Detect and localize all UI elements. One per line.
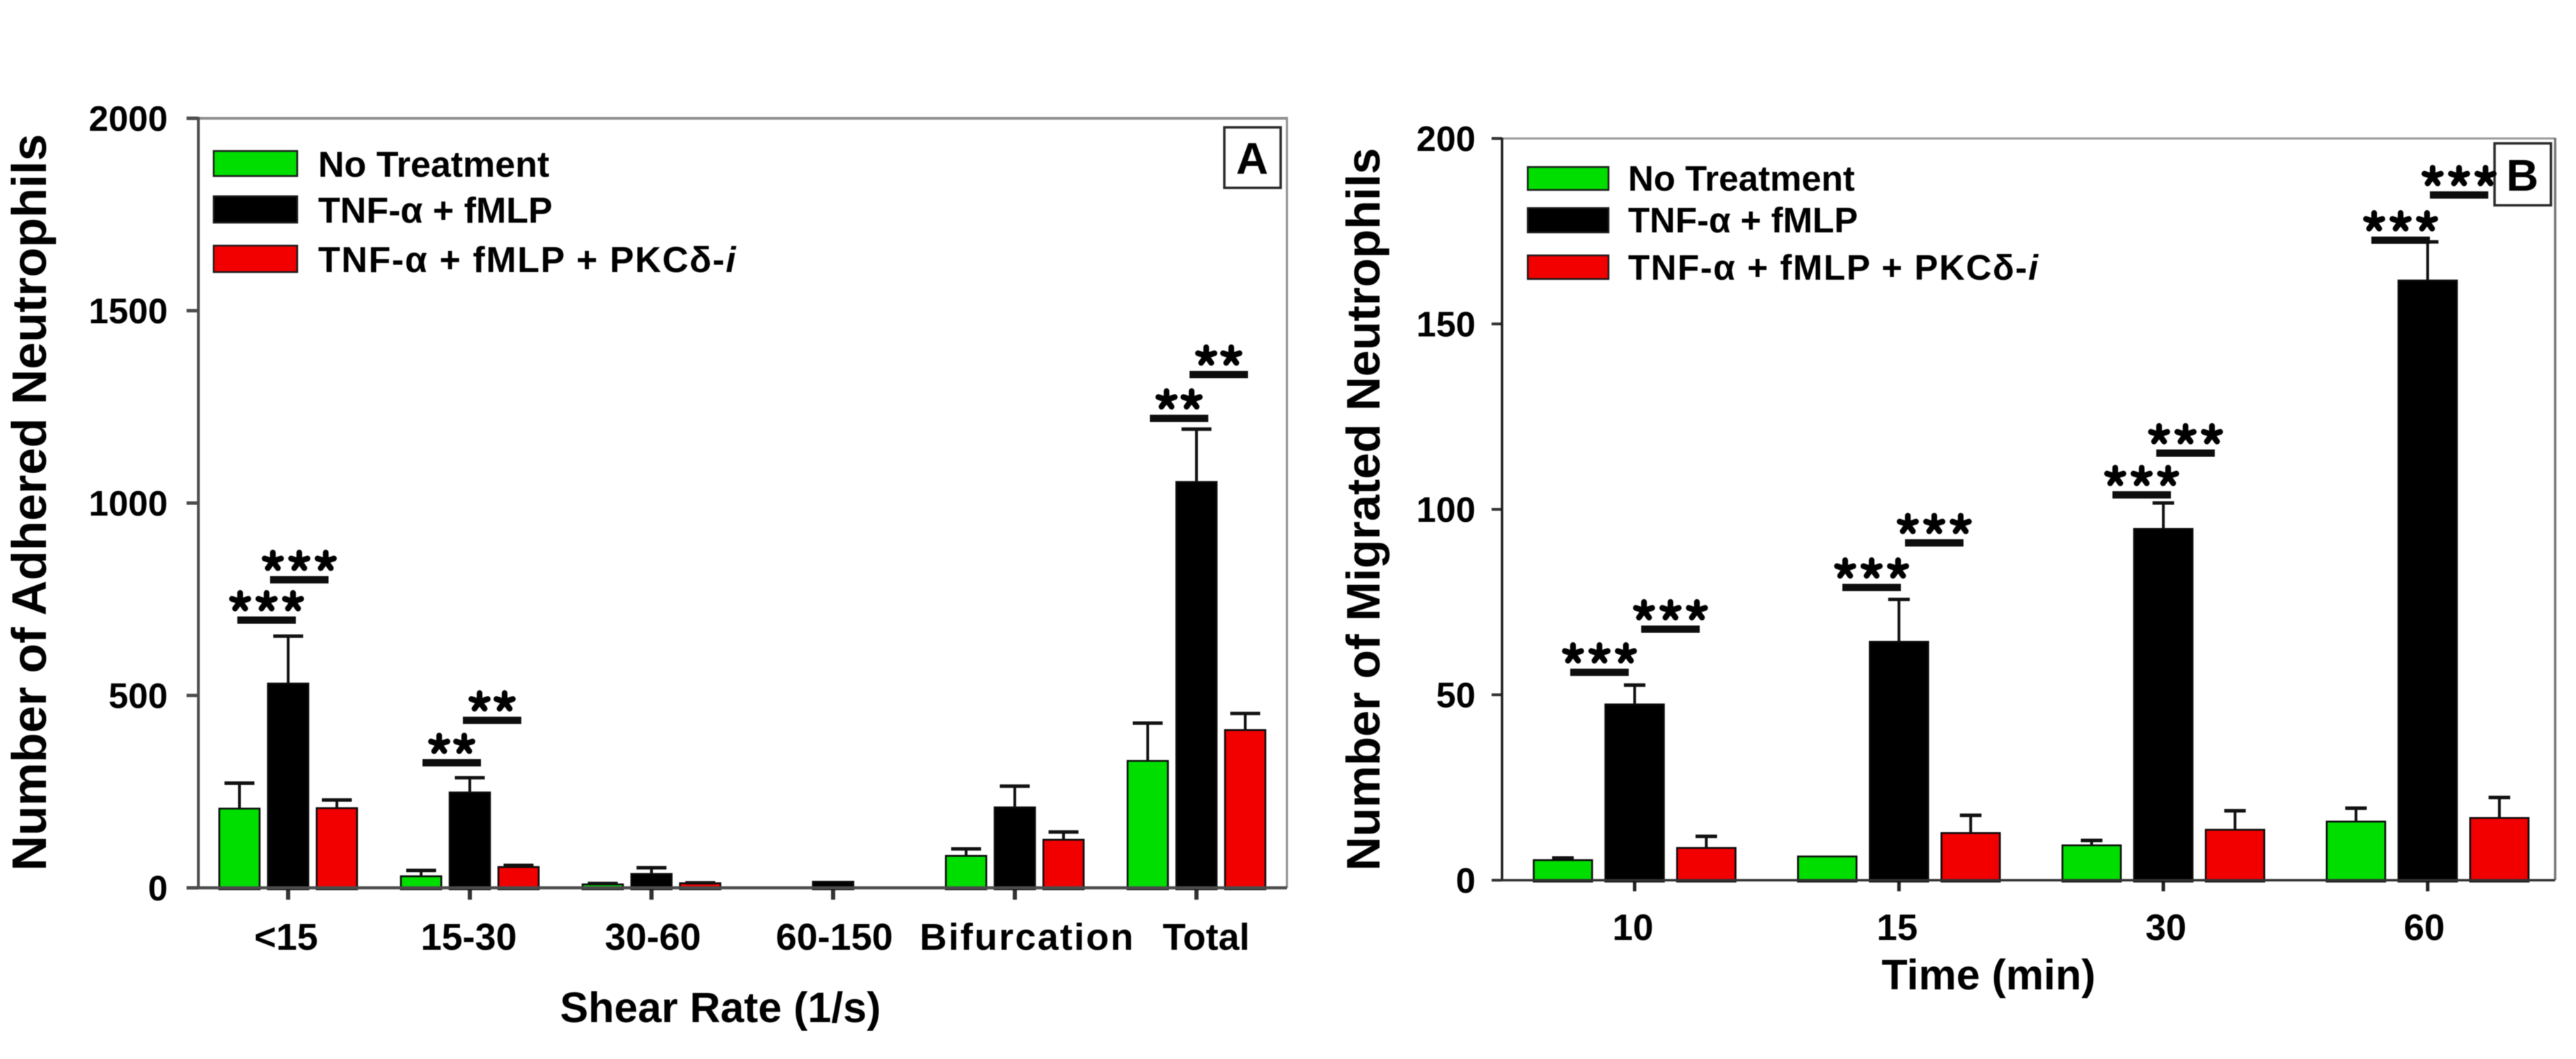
svg-text:Total: Total	[1163, 916, 1250, 958]
svg-text:1500: 1500	[89, 292, 168, 331]
svg-text:200: 200	[1416, 119, 1476, 159]
svg-text:A: A	[1236, 134, 1268, 184]
svg-text:Number of Migrated Neutrophils: Number of Migrated Neutrophils	[1337, 148, 1390, 871]
svg-text:TNF-α + fMLP: TNF-α + fMLP	[318, 191, 553, 231]
svg-text:0: 0	[148, 868, 168, 908]
svg-text:Time (min): Time (min)	[1881, 951, 2095, 998]
svg-text:No Treatment: No Treatment	[1628, 159, 1855, 198]
svg-text:50: 50	[1436, 676, 1476, 715]
svg-text:30-60: 30-60	[605, 916, 701, 958]
svg-text:100: 100	[1416, 490, 1476, 530]
svg-text:TNF-α + fMLP: TNF-α + fMLP	[1628, 200, 1858, 240]
svg-text:<15: <15	[254, 916, 318, 958]
svg-text:2000: 2000	[89, 99, 168, 138]
svg-text:1000: 1000	[89, 484, 168, 523]
svg-text:B: B	[2506, 150, 2538, 200]
svg-text:15: 15	[1876, 907, 1918, 948]
svg-text:60-150: 60-150	[776, 916, 893, 958]
svg-text:TNF-α + fMLP + PKCδ-i: TNF-α + fMLP + PKCδ-i	[318, 240, 737, 280]
svg-text:500: 500	[109, 676, 168, 716]
svg-text:15-30: 15-30	[420, 916, 516, 958]
svg-text:10: 10	[1613, 907, 1654, 948]
svg-text:0: 0	[1456, 861, 1476, 900]
svg-text:Shear Rate (1/s): Shear Rate (1/s)	[560, 984, 880, 1031]
svg-text:Number of Adhered Neutrophils: Number of Adhered Neutrophils	[2, 134, 56, 870]
svg-text:150: 150	[1416, 305, 1476, 344]
svg-text:30: 30	[2145, 907, 2186, 948]
svg-text:TNF-α + fMLP + PKCδ-i: TNF-α + fMLP + PKCδ-i	[1628, 248, 2039, 287]
svg-text:Bifurcation: Bifurcation	[919, 916, 1135, 958]
svg-text:60: 60	[2404, 907, 2445, 948]
svg-text:No Treatment: No Treatment	[318, 145, 549, 185]
